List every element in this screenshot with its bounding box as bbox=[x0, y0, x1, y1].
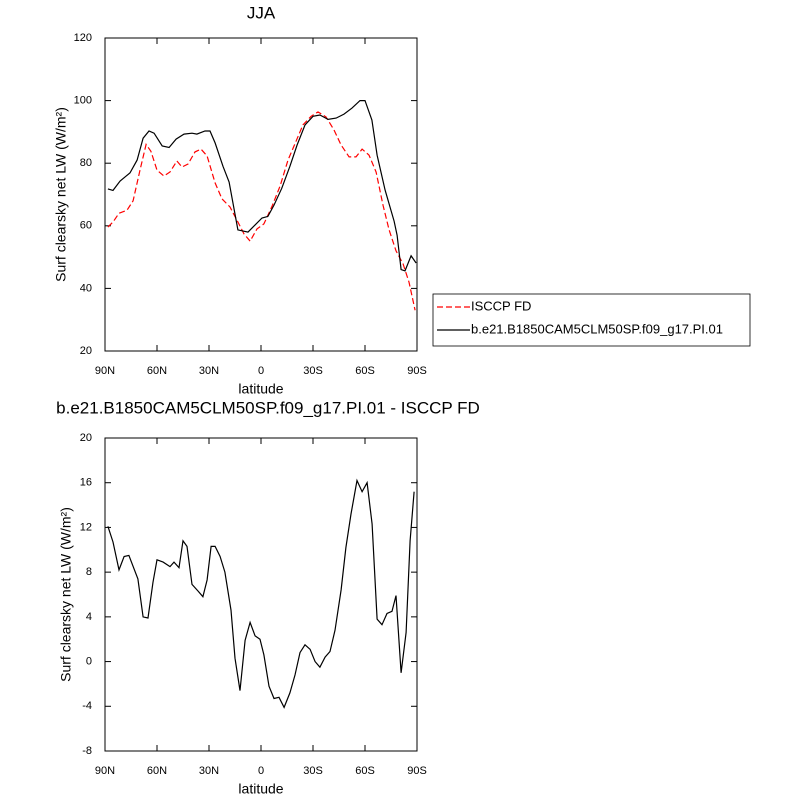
y-tick-label: 20 bbox=[80, 345, 92, 357]
y-tick-label: 0 bbox=[86, 655, 92, 667]
x-tick-label: 90S bbox=[407, 365, 427, 377]
data-line bbox=[107, 100, 417, 272]
y-tick-label: 40 bbox=[80, 282, 92, 294]
data-line bbox=[107, 478, 415, 709]
x-tick-label: 90N bbox=[95, 765, 115, 777]
x-tick-label: 90S bbox=[407, 765, 427, 777]
x-axis-label: latitude bbox=[238, 381, 283, 397]
y-tick-label: 8 bbox=[86, 566, 92, 578]
y-axis-label: Surf clearsky net LW (W/m²) bbox=[58, 507, 74, 682]
x-tick-label: 30N bbox=[199, 365, 219, 377]
x-tick-label: 30S bbox=[303, 365, 323, 377]
y-tick-label: 16 bbox=[80, 477, 92, 489]
legend-box bbox=[432, 293, 751, 347]
y-tick-label: 20 bbox=[80, 432, 92, 444]
y-tick-label: 4 bbox=[86, 611, 92, 623]
x-tick-label: 60S bbox=[355, 365, 375, 377]
x-tick-label: 60N bbox=[147, 765, 167, 777]
x-tick-label: 60N bbox=[147, 365, 167, 377]
legend-label: b.e21.B1850CAM5CLM50SP.f09_g17.PI.01 bbox=[471, 321, 723, 336]
y-tick-label: 120 bbox=[74, 32, 92, 44]
x-tick-label: 0 bbox=[258, 365, 264, 377]
x-tick-label: 30S bbox=[303, 765, 323, 777]
data-line bbox=[107, 111, 416, 311]
y-tick-label: 100 bbox=[74, 95, 92, 107]
y-tick-label: 60 bbox=[80, 220, 92, 232]
y-tick-label: -8 bbox=[82, 745, 92, 757]
x-tick-label: 60S bbox=[355, 765, 375, 777]
plot-frame bbox=[104, 37, 418, 352]
y-tick-label: 80 bbox=[80, 157, 92, 169]
x-tick-label: 0 bbox=[258, 765, 264, 777]
legend-label: ISCCP FD bbox=[471, 298, 531, 313]
chart-title: b.e21.B1850CAM5CLM50SP.f09_g17.PI.01 - I… bbox=[56, 398, 480, 417]
x-axis-label: latitude bbox=[238, 781, 283, 797]
x-tick-label: 30N bbox=[199, 765, 219, 777]
chart-title: JJA bbox=[247, 3, 276, 22]
y-axis-label: Surf clearsky net LW (W/m²) bbox=[53, 107, 69, 282]
x-tick-label: 90N bbox=[95, 365, 115, 377]
y-tick-label: 12 bbox=[80, 521, 92, 533]
y-tick-label: -4 bbox=[82, 700, 92, 712]
